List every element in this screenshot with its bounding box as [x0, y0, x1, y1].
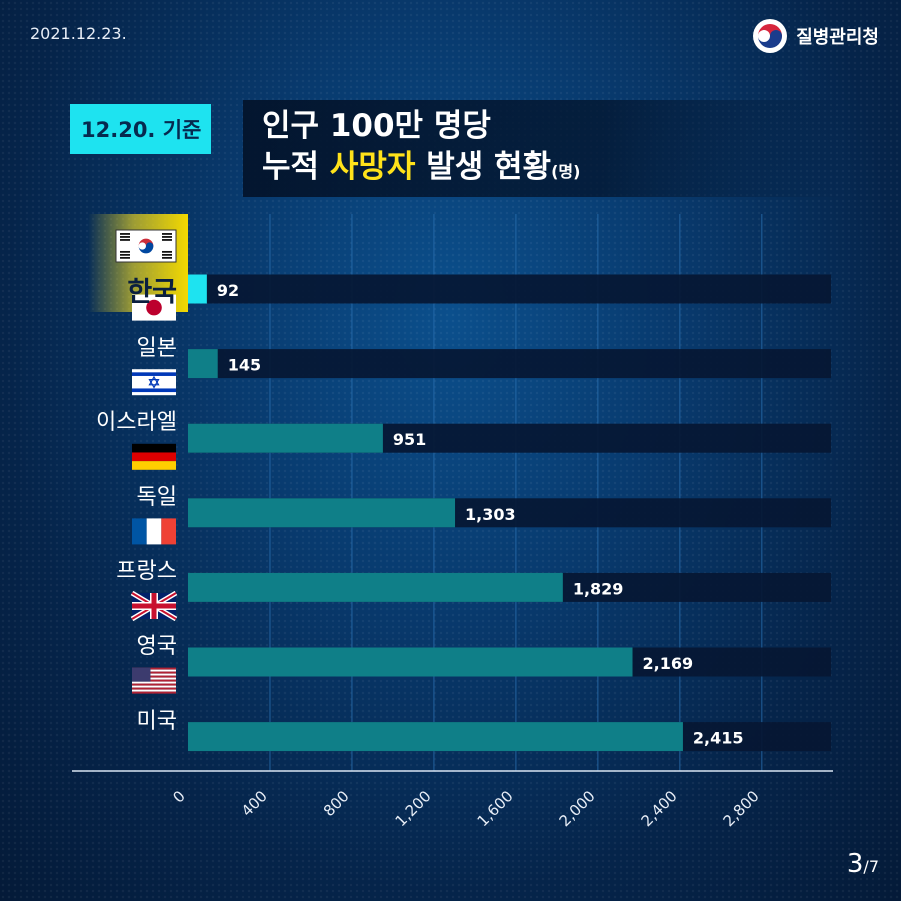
title-background: [243, 100, 843, 197]
bar: [188, 349, 218, 379]
bar: [188, 572, 563, 602]
israel-flag-icon: [132, 369, 176, 396]
chart-title: 인구 100만 명당 누적 사망자 발생 현황(명): [262, 106, 580, 192]
title-line-1: 인구 100만 명당: [262, 108, 491, 144]
data-label: 2,169: [643, 654, 694, 673]
japan-flag-icon: [132, 294, 176, 321]
data-label: 92: [217, 281, 239, 300]
tick-label: 0: [169, 787, 188, 806]
kdca-emblem-icon: [753, 19, 788, 53]
title-unit: (명): [551, 162, 581, 181]
tick-label: 800: [320, 787, 353, 820]
bar: [188, 647, 633, 677]
bar-track: [188, 349, 831, 379]
tick-label: 2,400: [638, 787, 681, 830]
agency-name: 질병관리청: [796, 27, 879, 48]
data-label: 1,829: [573, 579, 624, 598]
france-flag-icon: [132, 518, 176, 545]
korea-flag-icon: [115, 229, 177, 263]
uk-flag-icon: [130, 590, 178, 622]
title-line-2: 누적 사망자 발생 현황(명): [262, 149, 581, 185]
tick-label: 1,600: [474, 787, 517, 830]
bar-track: [188, 274, 831, 304]
country-label: 독일: [136, 484, 177, 510]
tick-label: 1,200: [392, 787, 435, 830]
page-indicator: 3/7: [846, 849, 879, 879]
data-label: 951: [393, 430, 426, 449]
country-label: 이스라엘: [96, 410, 177, 436]
tick-label: 2,800: [720, 787, 763, 830]
data-label: 145: [228, 356, 261, 375]
country-label: 프랑스: [116, 559, 177, 585]
agency-logo: 질병관리청: [752, 18, 879, 54]
country-label: 미국: [136, 708, 177, 734]
basis-date-badge: 12.20. 기준: [70, 104, 212, 154]
bar: [188, 498, 456, 528]
date-label: 2021.12.23.: [30, 24, 127, 43]
usa-flag-icon: [132, 667, 176, 694]
bar: [188, 423, 383, 453]
data-label: 1,303: [465, 505, 516, 524]
tick-label: 2,000: [556, 787, 599, 830]
bar: [188, 722, 683, 752]
title-highlight: 사망자: [329, 149, 416, 185]
country-label: 일본: [136, 335, 177, 361]
bar: [188, 274, 207, 304]
germany-flag-icon: [132, 443, 176, 470]
tick-label: 400: [238, 787, 271, 820]
country-label: 영국: [136, 634, 177, 659]
country-label: 한국: [127, 277, 177, 308]
data-label: 2,415: [693, 729, 744, 748]
